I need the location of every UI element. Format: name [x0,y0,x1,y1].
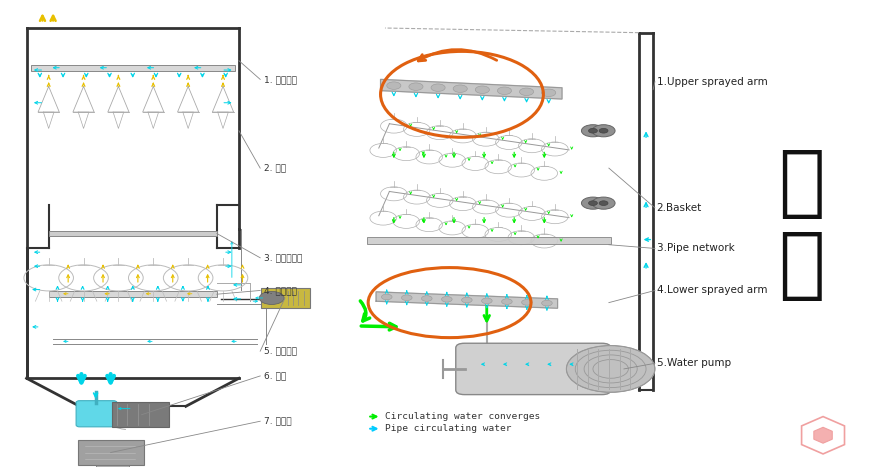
Circle shape [566,346,655,392]
Circle shape [387,82,401,89]
FancyBboxPatch shape [367,237,611,244]
Circle shape [502,299,512,304]
Text: 1. 上喂淋管: 1. 上喂淋管 [264,75,296,84]
Circle shape [519,88,534,95]
Circle shape [592,197,615,209]
Circle shape [581,125,604,137]
Text: 4.Lower sprayed arm: 4.Lower sprayed arm [657,285,767,296]
Circle shape [599,201,608,205]
Text: 3. 支架和泵槽: 3. 支架和泵槽 [264,253,302,262]
Circle shape [542,89,556,97]
Circle shape [542,300,552,306]
Text: 7. 变频器: 7. 变频器 [264,417,291,426]
Circle shape [589,201,597,205]
Circle shape [442,297,452,302]
Text: 1.Upper sprayed arm: 1.Upper sprayed arm [657,77,767,87]
Text: 6. 水泵: 6. 水泵 [264,371,286,381]
FancyBboxPatch shape [49,291,217,297]
FancyBboxPatch shape [112,402,169,427]
Text: 4. 下喂淋啤: 4. 下喂淋啤 [264,286,296,295]
Circle shape [259,291,284,304]
Circle shape [409,83,423,91]
FancyBboxPatch shape [78,440,144,465]
Circle shape [453,85,467,92]
Text: 2.Basket: 2.Basket [657,203,702,213]
Text: 原
理: 原 理 [779,145,825,303]
FancyBboxPatch shape [456,343,611,395]
Circle shape [462,297,473,303]
Circle shape [402,295,412,301]
Polygon shape [376,292,558,308]
Circle shape [589,128,597,133]
Circle shape [475,86,489,93]
Polygon shape [381,79,562,99]
Circle shape [481,298,492,304]
Circle shape [581,197,604,209]
Circle shape [497,87,512,94]
Text: 5.Water pump: 5.Water pump [657,358,731,368]
Text: Pipe circulating water: Pipe circulating water [385,424,512,433]
Text: 5. 干燥风机: 5. 干燥风机 [264,347,296,356]
Circle shape [592,125,615,137]
Circle shape [381,294,392,300]
FancyBboxPatch shape [49,231,217,236]
Circle shape [599,128,608,133]
Text: Circulating water converges: Circulating water converges [385,412,540,421]
Polygon shape [814,427,832,443]
Circle shape [421,296,432,301]
FancyBboxPatch shape [96,465,129,467]
Text: 2. 喂杆: 2. 喂杆 [264,163,286,173]
Text: 3.Pipe network: 3.Pipe network [657,243,735,254]
FancyBboxPatch shape [31,65,235,71]
FancyBboxPatch shape [76,401,117,427]
FancyBboxPatch shape [261,288,310,308]
Circle shape [431,84,445,92]
Circle shape [521,299,532,305]
